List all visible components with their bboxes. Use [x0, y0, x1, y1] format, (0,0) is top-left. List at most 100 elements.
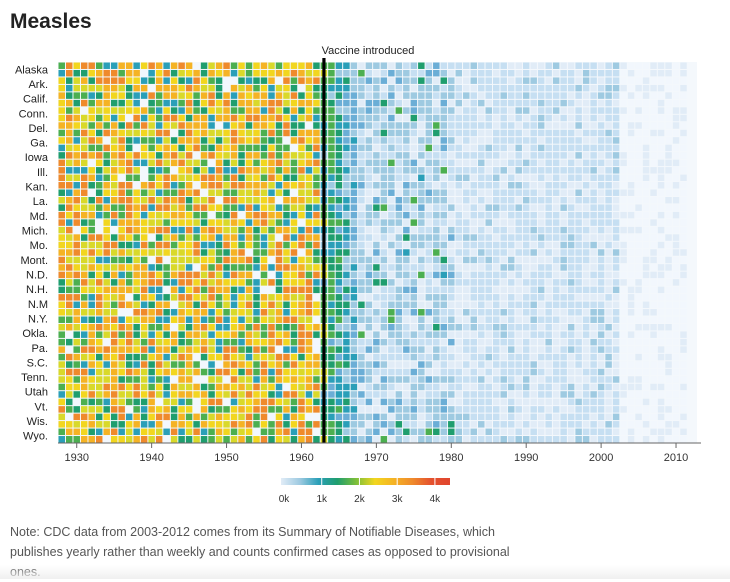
heatmap-cell — [133, 249, 140, 256]
heatmap-cell — [58, 129, 65, 137]
heatmap-cell — [358, 309, 365, 316]
heatmap-cell — [395, 69, 403, 77]
heatmap-cell — [650, 331, 657, 338]
measles-heatmap-chart: Vaccine introduced AlaskaArk.Calif.Conn.… — [15, 45, 701, 505]
heatmap-cell — [148, 421, 155, 428]
heatmap-cell — [358, 323, 365, 331]
heatmap-cell — [500, 346, 507, 353]
heatmap-cell — [605, 234, 612, 241]
heatmap-cell — [567, 182, 575, 189]
heatmap-cell — [425, 316, 433, 323]
heatmap-cell — [215, 182, 223, 189]
heatmap-cell — [200, 144, 208, 152]
heatmap-cell — [230, 346, 238, 353]
heatmap-cell — [110, 353, 118, 361]
heatmap-cell — [582, 309, 590, 316]
heatmap-cell — [470, 421, 478, 428]
heatmap-cell — [522, 114, 530, 122]
heatmap-cell — [380, 174, 388, 182]
heatmap-cell — [575, 436, 582, 443]
heatmap-cell — [582, 122, 590, 129]
heatmap-cell — [58, 256, 65, 264]
heatmap-cell — [552, 256, 560, 264]
heatmap-cell — [680, 234, 687, 241]
heatmap-cell — [680, 99, 687, 107]
heatmap-cell — [283, 196, 290, 204]
heatmap-cell — [425, 346, 433, 353]
heatmap-cell — [185, 436, 193, 443]
heatmap-cell — [672, 92, 680, 99]
heatmap-cell — [500, 383, 507, 391]
heatmap-cell — [260, 122, 268, 129]
heatmap-cell — [567, 398, 575, 406]
heatmap-cell — [635, 174, 642, 182]
heatmap-cell — [350, 226, 358, 234]
heatmap-cell — [515, 137, 522, 144]
heatmap-cell — [597, 234, 605, 241]
heatmap-cell — [463, 368, 470, 376]
heatmap-cell — [657, 62, 665, 69]
heatmap-cell — [110, 77, 118, 84]
heatmap-cell — [88, 271, 95, 279]
heatmap-cell — [418, 152, 425, 159]
heatmap-cell — [605, 256, 612, 264]
heatmap-cell — [170, 204, 178, 211]
heatmap-cell — [380, 196, 388, 204]
heatmap-cell — [530, 92, 537, 99]
heatmap-cell — [365, 62, 373, 69]
heatmap-cell — [418, 436, 425, 443]
heatmap-cell — [365, 309, 373, 316]
heatmap-cell — [230, 182, 238, 189]
heatmap-cell — [380, 346, 388, 353]
heatmap-cell — [463, 406, 470, 413]
heatmap-cell — [485, 421, 492, 428]
heatmap-cell — [268, 391, 275, 398]
heatmap-cell — [612, 309, 620, 316]
heatmap-cell — [133, 196, 140, 204]
heatmap-cell — [425, 309, 433, 316]
heatmap-cell — [140, 301, 148, 309]
heatmap-cell — [582, 271, 590, 279]
heatmap-cell — [305, 92, 313, 99]
heatmap-cell — [635, 279, 642, 286]
heatmap-cell — [238, 241, 245, 249]
heatmap-cell — [88, 391, 95, 398]
heatmap-cell — [215, 346, 223, 353]
heatmap-cell — [275, 234, 283, 241]
heatmap-cell — [620, 286, 627, 294]
heatmap-cell — [440, 62, 448, 69]
heatmap-cell — [485, 189, 492, 196]
heatmap-cell — [680, 376, 687, 383]
heatmap-cell — [433, 241, 440, 249]
heatmap-cell — [223, 294, 230, 301]
heatmap-cell — [575, 338, 582, 346]
heatmap-cell — [58, 279, 65, 286]
heatmap-cell — [672, 159, 680, 167]
heatmap-cell — [425, 256, 433, 264]
heatmap-cell — [507, 152, 515, 159]
heatmap-cell — [515, 241, 522, 249]
heatmap-cell — [170, 196, 178, 204]
heatmap-cell — [125, 167, 133, 174]
heatmap-cell — [478, 167, 485, 174]
heatmap-cell — [680, 391, 687, 398]
heatmap-cell — [492, 129, 500, 137]
heatmap-cell — [290, 204, 298, 211]
heatmap-cell — [440, 226, 448, 234]
heatmap-cell — [635, 309, 642, 316]
heatmap-cell — [65, 99, 73, 107]
heatmap-cell — [418, 234, 425, 241]
heatmap-cell — [552, 249, 560, 256]
heatmap-cell — [193, 219, 200, 226]
heatmap-cell — [185, 92, 193, 99]
heatmap-cell — [597, 264, 605, 271]
heatmap-cell — [283, 294, 290, 301]
heatmap-cell — [185, 249, 193, 256]
heatmap-cell — [140, 189, 148, 196]
heatmap-cell — [620, 338, 627, 346]
heatmap-cell — [238, 114, 245, 122]
heatmap-cell — [410, 226, 418, 234]
heatmap-cell — [80, 107, 88, 114]
heatmap-cell — [80, 92, 88, 99]
heatmap-cell — [170, 406, 178, 413]
